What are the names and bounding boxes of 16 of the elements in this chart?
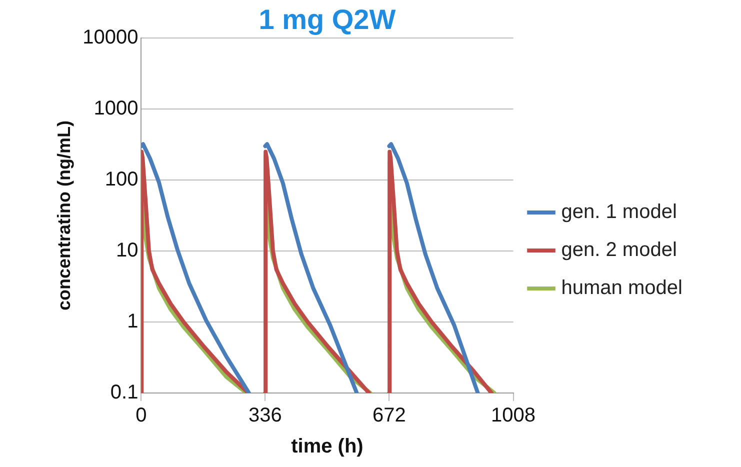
- x-tick-label: 1008: [491, 404, 536, 427]
- y-axis-title: concentratino (ng/mL): [54, 120, 74, 310]
- y-tick-label: 1: [127, 310, 138, 333]
- y-tick-label: 100: [104, 168, 138, 191]
- x-axis-title: time (h): [291, 436, 364, 458]
- legend-label: human model: [561, 277, 682, 300]
- x-tick-label: 0: [136, 404, 147, 427]
- x-tick-label: 672: [372, 404, 406, 427]
- legend-label: gen. 2 model: [561, 239, 677, 262]
- y-tick-label: 10: [116, 240, 138, 262]
- y-tick-label: 1000: [94, 98, 138, 120]
- x-tick-label: 336: [248, 404, 282, 427]
- legend-label: gen. 1 model: [561, 201, 677, 224]
- y-tick-label: 0.1: [110, 382, 138, 404]
- y-tick-label: 10000: [82, 26, 138, 49]
- chart-title: 1 mg Q2W: [258, 4, 396, 36]
